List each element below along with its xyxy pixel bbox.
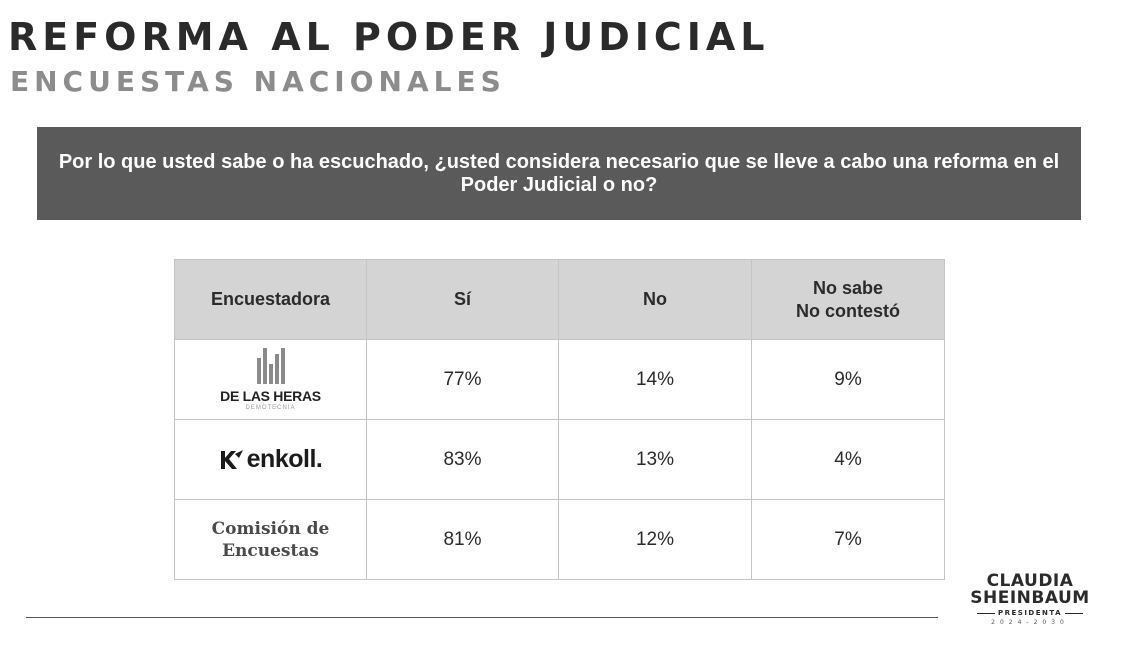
enkoll-mark-icon <box>220 449 243 469</box>
pollster-tagline: DEMOTECNIA <box>245 404 296 411</box>
table-row: DE LAS HERAS DEMOTECNIA 77% 14% 9% <box>174 339 945 420</box>
yes-value: 83% <box>366 419 559 500</box>
table-row: Comisión de Encuestas 81% 12% 7% <box>174 499 945 580</box>
survey-results-table: Encuestadora Sí No No sabe No contestó D… <box>174 259 945 580</box>
header-pollster: Encuestadora <box>174 259 367 340</box>
question-banner: Por lo que usted sabe o ha escuchado, ¿u… <box>37 127 1081 220</box>
header-unknown: No sabe No contestó <box>751 259 945 340</box>
brand-bar-right <box>1065 612 1084 614</box>
brand-bar-left <box>976 612 995 614</box>
brand-years: 2024-2030 <box>991 619 1069 626</box>
table-row: enkoll. 83% 13% 4% <box>174 419 945 500</box>
brand-line2: SHEINBAUM <box>970 588 1090 608</box>
header-yes: Sí <box>366 259 559 340</box>
pollster-cell: enkoll. <box>174 419 367 500</box>
footer-divider <box>26 617 938 618</box>
brand-line3-row: PRESIDENTA <box>966 608 1094 618</box>
header-no: No <box>558 259 752 340</box>
comision-de-encuestas-logo: Comisión de Encuestas <box>175 518 366 562</box>
page-subtitle: ENCUESTAS NACIONALES <box>10 65 506 98</box>
no-value: 12% <box>558 499 752 580</box>
page-title: REFORMA AL PODER JUDICIAL <box>8 15 770 59</box>
pollster-name: enkoll. <box>246 445 323 473</box>
pollster-cell: Comisión de Encuestas <box>174 499 367 580</box>
table-header-row: Encuestadora Sí No No sabe No contestó <box>174 259 945 340</box>
unknown-value: 7% <box>751 499 945 580</box>
enkoll-logo: enkoll. <box>175 445 366 474</box>
pollster-cell: DE LAS HERAS DEMOTECNIA <box>174 339 367 420</box>
unknown-value: 9% <box>751 339 945 420</box>
header-unknown-line2: No contestó <box>795 300 900 321</box>
de-las-heras-logo: DE LAS HERAS DEMOTECNIA <box>175 347 366 412</box>
campaign-logo: CLAUDIA SHEINBAUM PRESIDENTA 2024-2030 <box>966 573 1094 627</box>
de-las-heras-mark-icon <box>256 347 285 384</box>
pollster-name-line2: Encuestas <box>222 540 319 561</box>
no-value: 14% <box>558 339 752 420</box>
brand-line3: PRESIDENTA <box>997 609 1063 617</box>
question-text: Por lo que usted sabe o ha escuchado, ¿u… <box>58 150 1060 196</box>
brand-line1: CLAUDIA <box>986 571 1074 591</box>
pollster-name-line1: Comisión de <box>211 518 330 539</box>
yes-value: 81% <box>366 499 559 580</box>
no-value: 13% <box>558 419 752 500</box>
header-unknown-line1: No sabe <box>812 277 884 298</box>
yes-value: 77% <box>366 339 559 420</box>
unknown-value: 4% <box>751 419 945 500</box>
pollster-name: DE LAS HERAS <box>220 387 321 404</box>
